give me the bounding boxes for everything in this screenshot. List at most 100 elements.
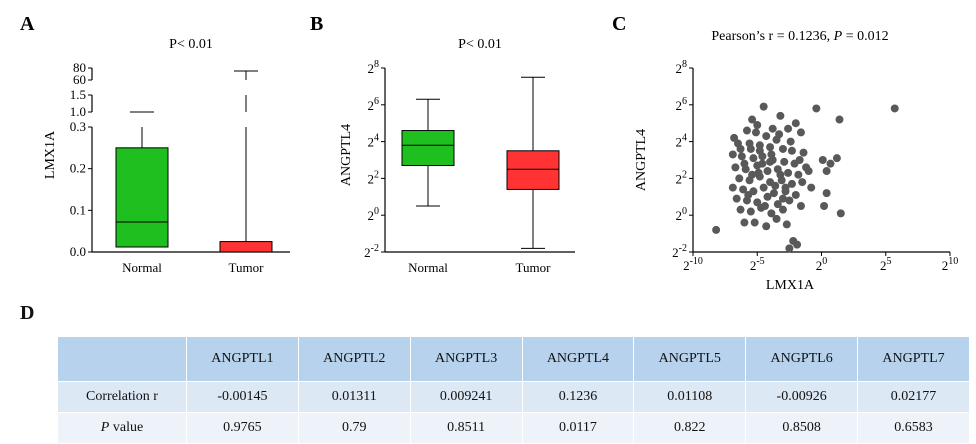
scatter-point xyxy=(760,202,769,210)
normal-box xyxy=(401,130,455,167)
panel-b-y-tick-label: 22 xyxy=(368,169,380,186)
scatter-point xyxy=(754,168,763,177)
scatter-point xyxy=(793,240,802,249)
scatter-point xyxy=(836,209,845,218)
scatter-point xyxy=(736,205,745,214)
panel-b-y-tick-label: 28 xyxy=(368,59,380,76)
panel-a-y-tick-label: 0.0 xyxy=(70,244,86,259)
panel-b-x-tick-label: Tumor xyxy=(516,260,552,275)
scatter-point xyxy=(758,159,767,168)
panel-a-y-tick-label: 0.3 xyxy=(70,119,86,134)
scatter-point xyxy=(822,167,831,176)
table-cell: -0.00145 xyxy=(185,381,299,413)
scatter-point xyxy=(769,189,778,198)
table-cell: 0.9765 xyxy=(185,412,299,444)
scatter-point xyxy=(791,190,800,199)
table-cell: 0.6583 xyxy=(857,412,970,444)
panel-b-title: P< 0.01 xyxy=(458,37,502,52)
panel-b-ylabel: ANGPTL4 xyxy=(339,124,354,186)
scatter-point xyxy=(748,115,757,124)
scatter-point xyxy=(776,111,785,120)
scatter-point xyxy=(748,170,757,179)
panel-c-y-tick-label: 2-2 xyxy=(672,243,687,260)
scatter-point xyxy=(786,137,795,146)
scatter-point xyxy=(731,163,740,172)
panel-c-ylabel: ANGPTL4 xyxy=(634,129,649,191)
table-corner-cell xyxy=(57,336,187,382)
table-row-label: Correlation r xyxy=(57,381,187,413)
scatter-point xyxy=(796,128,805,137)
scatter-point xyxy=(732,194,741,203)
scatter-point xyxy=(781,183,790,192)
scatter-point xyxy=(807,183,816,192)
table-cell: 0.1236 xyxy=(521,381,635,413)
panel-a-letter: A xyxy=(20,13,35,35)
table-cell: -0.00926 xyxy=(745,381,859,413)
scatter-point xyxy=(796,202,805,210)
scatter-point xyxy=(740,218,749,227)
scatter-point xyxy=(784,124,793,133)
scatter-point xyxy=(778,144,787,153)
table-header-cell: ANGPTL7 xyxy=(857,336,970,382)
table-header-cell: ANGPTL2 xyxy=(297,336,411,382)
table-cell: 0.8511 xyxy=(409,412,523,444)
table-cell: 0.009241 xyxy=(409,381,523,413)
scatter-point xyxy=(771,181,780,190)
scatter-point xyxy=(820,202,829,210)
scatter-point xyxy=(780,157,789,166)
panel-a-y-tick-label: 0.2 xyxy=(70,161,86,176)
panel-c-y-tick-label: 22 xyxy=(676,169,688,186)
scatter-point xyxy=(772,214,781,223)
tumor-box xyxy=(506,150,560,190)
scatter-point xyxy=(822,189,831,198)
scatter-point xyxy=(798,178,807,187)
panel-c-y-tick-label: 26 xyxy=(676,96,688,113)
scatter-point xyxy=(776,170,785,179)
scatter-point xyxy=(768,124,777,133)
scatter-point xyxy=(766,143,775,152)
scatter-point xyxy=(794,170,803,179)
panel-b-y-tick-label: 26 xyxy=(368,96,380,113)
panel-c-x-tick-label: 20 xyxy=(816,256,828,273)
panel-a-y-tick-label: 1.0 xyxy=(70,104,86,119)
scatter-point xyxy=(799,148,808,157)
scatter-point xyxy=(890,104,899,113)
table-header-cell: ANGPTL1 xyxy=(185,336,299,382)
table-cell: 0.02177 xyxy=(857,381,970,413)
scatter-point xyxy=(795,156,804,164)
normal-box xyxy=(115,147,169,248)
scatter-point xyxy=(767,209,776,218)
scatter-point xyxy=(751,128,760,137)
scatter-point xyxy=(832,154,841,163)
scatter-point xyxy=(785,196,794,205)
scatter-point xyxy=(755,141,764,150)
panel-c-xlabel: LMX1A xyxy=(766,278,815,293)
scatter-point xyxy=(767,150,776,159)
panel-a-x-tick-label: Normal xyxy=(122,260,162,275)
panel-c-letter: C xyxy=(612,13,626,35)
scatter-point xyxy=(812,104,821,113)
scatter-point xyxy=(740,159,749,168)
scatter-point xyxy=(762,132,771,141)
panel-b-y-tick-label: 24 xyxy=(368,133,380,150)
panel-a-y-tick-label: 0.1 xyxy=(70,202,86,217)
scatter-point xyxy=(773,200,782,209)
scatter-point xyxy=(736,144,745,153)
scatter-point xyxy=(818,156,827,164)
table-header-cell: ANGPTL4 xyxy=(521,336,635,382)
scatter-point xyxy=(759,102,768,111)
table-row-correlation: Correlation r -0.00145 0.01311 0.009241 0.1… xyxy=(57,381,970,413)
panel-d-letter: D xyxy=(20,302,35,324)
panel-b-x-tick-label: Normal xyxy=(408,260,448,275)
panel-b-y-tick-label: 20 xyxy=(368,206,380,223)
scatter-point xyxy=(775,130,784,139)
panel-c-y-tick-label: 28 xyxy=(676,59,688,76)
scatter-point xyxy=(802,163,811,172)
scatter-point xyxy=(728,183,737,192)
panel-b-letter: B xyxy=(310,13,323,35)
panel-c-y-tick-label: 20 xyxy=(676,206,688,223)
panel-a-y-tick-label: 80 xyxy=(73,60,86,75)
scatter-point xyxy=(737,152,746,161)
table-header-cell: ANGPTL3 xyxy=(409,336,523,382)
table-cell: 0.8508 xyxy=(745,412,859,444)
